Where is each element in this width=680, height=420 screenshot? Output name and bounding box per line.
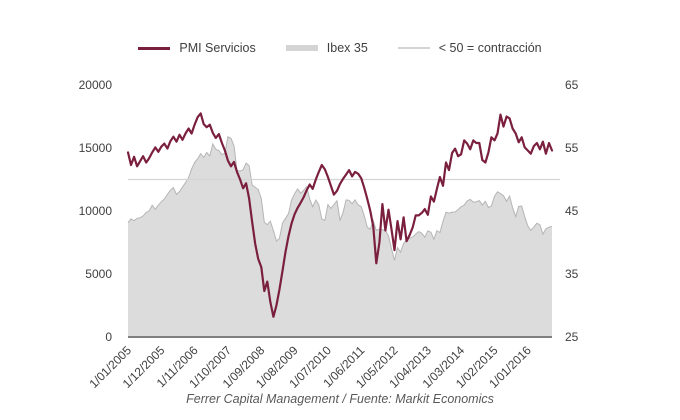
y-axis-tick-label-left: 0 xyxy=(105,330,112,344)
legend-item-pmi-servicios: PMI Servicios xyxy=(138,41,256,55)
y-axis-tick-label-right: 45 xyxy=(565,204,579,218)
y-axis-tick-label-right: 35 xyxy=(565,267,579,281)
legend-item-contraction-line: < 50 = contracción xyxy=(397,41,542,55)
chart-source-caption: Ferrer Capital Management / Fuente: Mark… xyxy=(186,392,494,406)
y-axis-tick-label-right: 25 xyxy=(565,330,579,344)
chart-legend: PMI Servicios Ibex 35 < 50 = contracción xyxy=(0,38,680,58)
y-axis-tick-label-left: 20000 xyxy=(79,78,113,92)
legend-item-ibex-35: Ibex 35 xyxy=(285,41,368,55)
legend-label-pmi-servicios: PMI Servicios xyxy=(179,41,256,55)
ibex-area xyxy=(128,136,552,337)
y-axis-tick-label-right: 65 xyxy=(565,78,579,92)
legend-label-contraction: < 50 = contracción xyxy=(438,41,542,55)
ibex-area-outline xyxy=(127,136,553,261)
ibex-area-swatch-icon xyxy=(285,45,318,51)
reference-line-swatch-icon xyxy=(397,47,430,49)
legend-label-ibex-35: Ibex 35 xyxy=(326,41,368,55)
y-axis-tick-label-right: 55 xyxy=(565,141,579,155)
y-axis-tick-label-left: 15000 xyxy=(79,141,113,155)
y-axis-tick-label-left: 5000 xyxy=(85,267,112,281)
pmi-line xyxy=(126,112,554,318)
y-axis-tick-label-left: 10000 xyxy=(79,204,113,218)
pmi-line-swatch-icon xyxy=(138,46,171,50)
